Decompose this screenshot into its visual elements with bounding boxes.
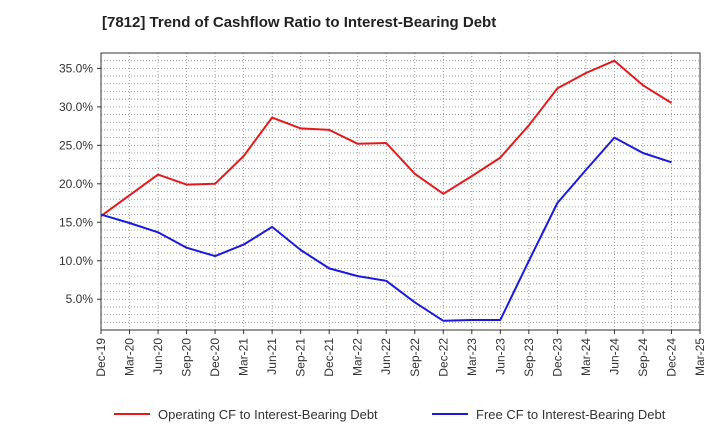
x-tick-label: Mar-25 [693, 338, 707, 376]
y-tick-label: 25.0% [59, 138, 93, 152]
x-tick-label: Dec-23 [550, 338, 564, 377]
plot-area [101, 53, 700, 330]
series-line-free-cf [100, 136, 672, 322]
series-line-operating-cf [100, 59, 673, 217]
x-tick-label: Sep-21 [294, 338, 308, 377]
y-tick-label: 35.0% [59, 61, 93, 75]
y-tick-label: 10.0% [59, 254, 93, 268]
x-tick-label: Sep-20 [180, 338, 194, 377]
x-tick-label: Mar-22 [351, 338, 365, 376]
x-tick-label: Mar-23 [465, 338, 479, 376]
x-tick-label: Jun-22 [379, 338, 393, 375]
x-tick-label: Dec-22 [436, 338, 450, 377]
x-tick-label: Jun-20 [151, 338, 165, 375]
x-tick-label: Jun-23 [493, 338, 507, 375]
x-tick-label: Mar-20 [123, 338, 137, 376]
legend-label: Free CF to Interest-Bearing Debt [476, 407, 666, 422]
y-tick-label: 15.0% [59, 215, 93, 229]
y-tick-label: 30.0% [59, 100, 93, 114]
x-tick-label: Sep-23 [522, 338, 536, 377]
x-tick-label: Dec-19 [94, 338, 108, 377]
y-tick-label: 20.0% [59, 177, 93, 191]
x-tick-label: Dec-20 [208, 338, 222, 377]
y-tick-label: 5.0% [66, 292, 94, 306]
x-tick-label: Mar-24 [579, 338, 593, 376]
x-tick-label: Jun-21 [265, 338, 279, 375]
x-tick-label: Mar-21 [237, 338, 251, 376]
x-tick-label: Dec-21 [322, 338, 336, 377]
x-tick-label: Sep-22 [408, 338, 422, 377]
x-tick-label: Sep-24 [636, 338, 650, 377]
chart-title: [7812] Trend of Cashflow Ratio to Intere… [102, 14, 497, 31]
x-tick-label: Jun-24 [607, 338, 621, 375]
plot-frame [100, 52, 701, 331]
legend-label: Operating CF to Interest-Bearing Debt [158, 407, 378, 422]
x-tick-label: Dec-24 [664, 338, 678, 377]
